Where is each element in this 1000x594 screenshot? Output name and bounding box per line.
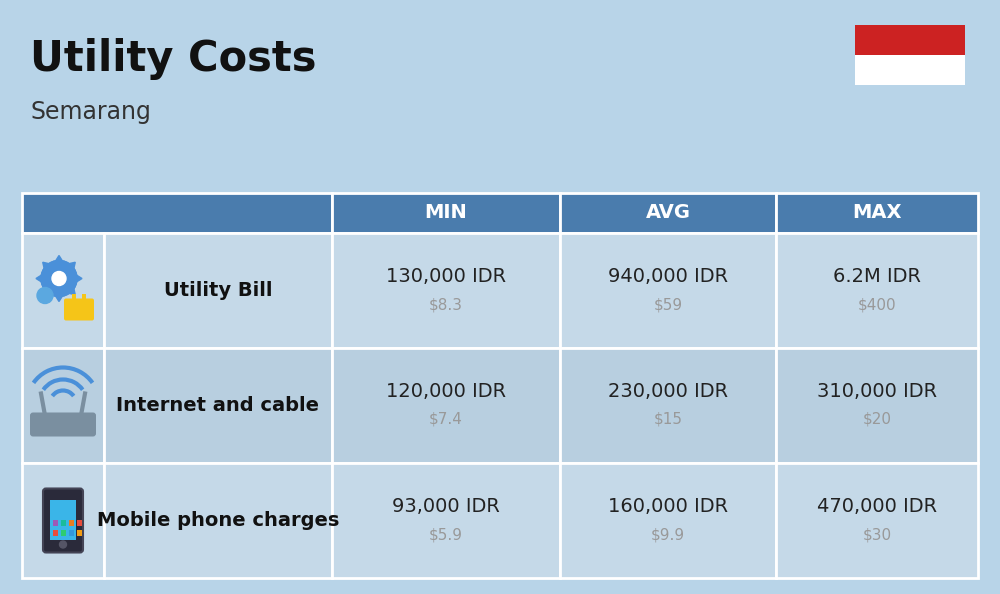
- Text: $9.9: $9.9: [651, 527, 685, 542]
- Circle shape: [60, 541, 66, 548]
- Bar: [560, 348, 776, 463]
- Text: 230,000 IDR: 230,000 IDR: [608, 382, 728, 401]
- Bar: [61, 520, 66, 526]
- Text: Mobile phone charges: Mobile phone charges: [97, 511, 339, 530]
- Bar: [776, 233, 978, 348]
- Text: 93,000 IDR: 93,000 IDR: [392, 497, 500, 516]
- Text: 940,000 IDR: 940,000 IDR: [608, 267, 728, 286]
- Text: 6.2M IDR: 6.2M IDR: [833, 267, 921, 286]
- Bar: [22, 348, 104, 463]
- Bar: [53, 529, 58, 536]
- Bar: [332, 463, 560, 578]
- Bar: [104, 463, 332, 578]
- Circle shape: [37, 287, 53, 304]
- Bar: [22, 233, 104, 348]
- Bar: [332, 193, 560, 233]
- Text: $30: $30: [862, 527, 892, 542]
- Bar: [560, 233, 776, 348]
- Text: 470,000 IDR: 470,000 IDR: [817, 497, 937, 516]
- Bar: [332, 348, 560, 463]
- Text: AVG: AVG: [646, 204, 690, 223]
- Bar: [82, 293, 86, 301]
- Bar: [50, 500, 76, 539]
- Text: 130,000 IDR: 130,000 IDR: [386, 267, 506, 286]
- Text: MAX: MAX: [852, 204, 902, 223]
- FancyBboxPatch shape: [30, 412, 96, 437]
- FancyBboxPatch shape: [43, 488, 83, 552]
- Bar: [776, 463, 978, 578]
- Text: $15: $15: [654, 412, 682, 427]
- Text: $59: $59: [653, 297, 683, 312]
- Bar: [560, 193, 776, 233]
- Text: Utility Bill: Utility Bill: [164, 281, 272, 300]
- Circle shape: [41, 261, 77, 296]
- Bar: [22, 463, 104, 578]
- Text: 310,000 IDR: 310,000 IDR: [817, 382, 937, 401]
- Bar: [104, 348, 332, 463]
- Text: MIN: MIN: [425, 204, 467, 223]
- Bar: [77, 520, 82, 526]
- Text: $7.4: $7.4: [429, 412, 463, 427]
- Bar: [104, 233, 332, 348]
- Bar: [69, 520, 74, 526]
- Bar: [69, 529, 74, 536]
- Bar: [61, 529, 66, 536]
- Circle shape: [52, 271, 66, 286]
- Polygon shape: [36, 255, 82, 302]
- FancyBboxPatch shape: [64, 299, 94, 321]
- Text: $8.3: $8.3: [429, 297, 463, 312]
- Text: $20: $20: [862, 412, 892, 427]
- Bar: [77, 529, 82, 536]
- Bar: [560, 463, 776, 578]
- Bar: [855, 25, 965, 55]
- Bar: [776, 193, 978, 233]
- Text: Internet and cable: Internet and cable: [116, 396, 320, 415]
- Circle shape: [41, 261, 77, 296]
- Bar: [53, 520, 58, 526]
- Text: Semarang: Semarang: [30, 100, 151, 124]
- Text: $400: $400: [858, 297, 896, 312]
- Bar: [776, 348, 978, 463]
- Bar: [332, 233, 560, 348]
- Text: 160,000 IDR: 160,000 IDR: [608, 497, 728, 516]
- Text: $5.9: $5.9: [429, 527, 463, 542]
- Text: Utility Costs: Utility Costs: [30, 38, 316, 80]
- Bar: [22, 193, 332, 233]
- Bar: [855, 55, 965, 85]
- Bar: [72, 293, 76, 301]
- Text: 120,000 IDR: 120,000 IDR: [386, 382, 506, 401]
